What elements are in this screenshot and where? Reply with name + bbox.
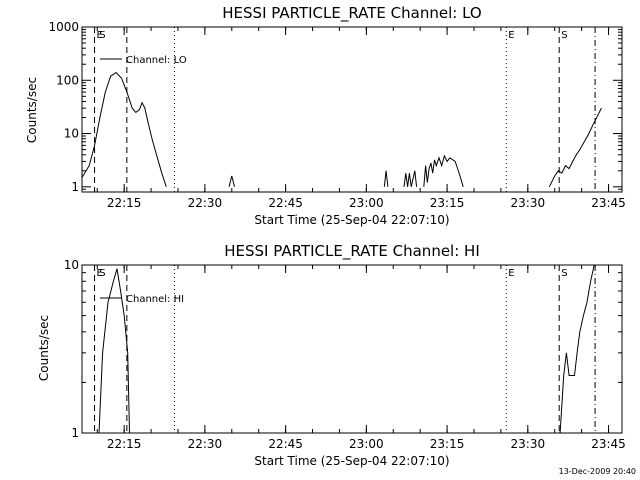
data-line — [403, 170, 418, 187]
x-tick-label: 23:30 — [511, 196, 546, 210]
event-marker-label: E — [508, 268, 514, 279]
event-marker-label: E — [97, 268, 103, 279]
x-tick-label: 22:45 — [268, 437, 303, 451]
x-tick-label: 22:30 — [188, 196, 223, 210]
data-line — [228, 175, 235, 187]
hi-channel-panel: HESSI PARTICLE_RATE Channel: HI Counts/s… — [37, 242, 626, 468]
timestamp-stamp: 13-Dec-2009 20:40 — [559, 467, 636, 476]
data-line — [423, 154, 464, 187]
data-line — [98, 268, 130, 434]
x-tick-label: 23:00 — [349, 196, 384, 210]
x-tick-label: 22:30 — [188, 437, 223, 451]
x-tick-label: 23:15 — [430, 196, 465, 210]
event-marker-label: S — [561, 30, 567, 41]
y-tick-label: 10 — [64, 127, 79, 141]
event-marker-label: S — [561, 268, 567, 279]
event-marker-label: S — [99, 30, 105, 41]
y-tick-label: 100 — [56, 73, 79, 87]
x-tick-label: 22:15 — [107, 437, 142, 451]
x-tick-label: 22:45 — [268, 196, 303, 210]
lo-channel-panel: HESSI PARTICLE_RATE Channel: LO Counts/s… — [25, 4, 626, 227]
legend-label: Channel: HI — [126, 294, 184, 305]
x-tick-label: 23:00 — [349, 437, 384, 451]
chart-title: HESSI PARTICLE_RATE Channel: LO — [222, 4, 481, 23]
legend-label: Channel: LO — [126, 55, 187, 66]
x-tick-label: 23:30 — [511, 437, 546, 451]
event-marker-label: E — [508, 30, 514, 41]
event-marker-label: S — [99, 268, 105, 279]
x-tick-label: 23:45 — [591, 437, 626, 451]
data-line — [81, 71, 167, 187]
x-tick-label: 23:45 — [591, 196, 626, 210]
plot-frame — [81, 264, 623, 434]
y-tick-label: 1 — [71, 180, 79, 194]
chart-title: HESSI PARTICLE_RATE Channel: HI — [224, 242, 480, 261]
event-marker-label: E — [97, 30, 103, 41]
x-tick-label: 23:15 — [430, 437, 465, 451]
y-tick-label: 10 — [64, 258, 79, 272]
y-tick-label: 1 — [71, 426, 79, 440]
x-tick-label: 22:15 — [107, 196, 142, 210]
data-line — [548, 107, 602, 188]
plot-frame — [81, 26, 623, 193]
y-tick-label: 1000 — [48, 20, 79, 34]
x-axis-label: Start Time (25-Sep-04 22:07:10) — [254, 454, 449, 468]
y-axis-label: Counts/sec — [37, 315, 51, 381]
data-line — [559, 264, 595, 434]
y-axis-label: Counts/sec — [25, 77, 39, 143]
x-axis-label: Start Time (25-Sep-04 22:07:10) — [254, 213, 449, 227]
data-line — [383, 170, 389, 187]
